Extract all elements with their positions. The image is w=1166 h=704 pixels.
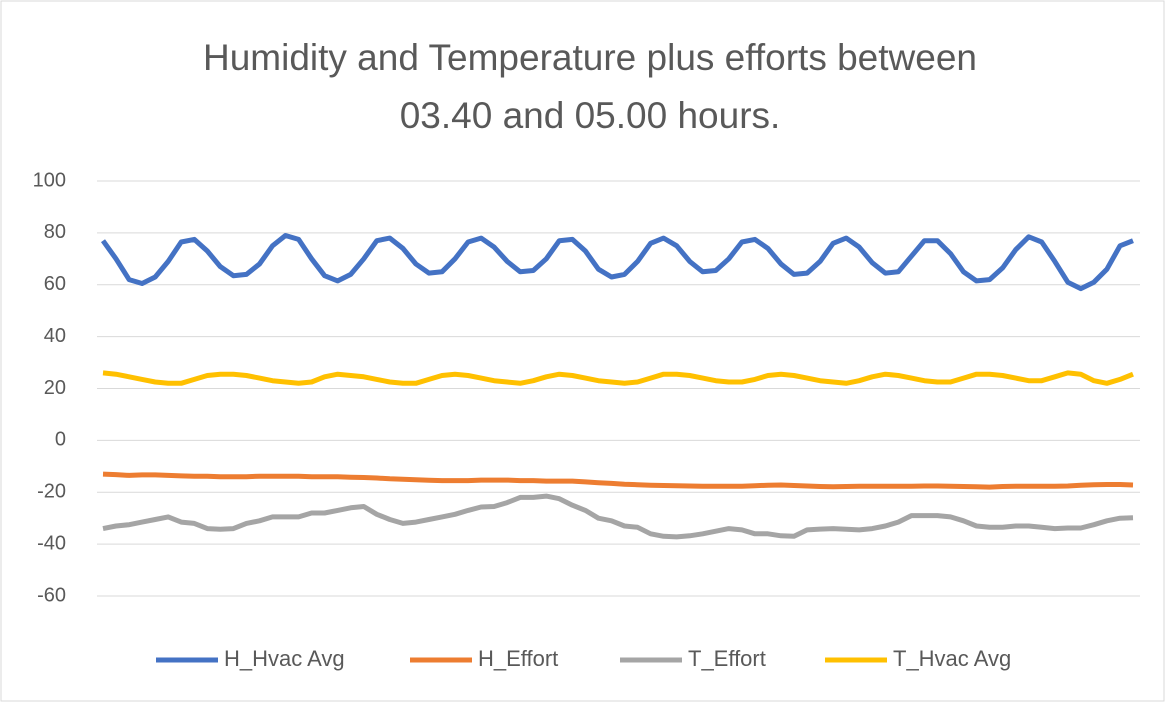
y-tick-label: 40 xyxy=(44,325,66,347)
y-tick-label: 60 xyxy=(44,273,66,295)
y-tick-label: -20 xyxy=(37,481,66,503)
series-line xyxy=(100,233,1134,292)
chart-title: Humidity and Temperature plus efforts be… xyxy=(203,37,977,78)
legend-label: H_Effort xyxy=(478,646,558,671)
legend-label: T_Effort xyxy=(688,646,766,671)
series-line xyxy=(102,370,1134,386)
chart-title: 03.40 and 05.00 hours. xyxy=(400,95,781,136)
y-tick-label: -40 xyxy=(37,532,66,554)
y-tick-label: 100 xyxy=(33,169,66,191)
y-tick-label: 80 xyxy=(44,221,66,243)
series-line xyxy=(102,471,1134,490)
y-tick-label: 0 xyxy=(55,429,66,451)
legend-label: H_Hvac Avg xyxy=(224,646,345,671)
y-tick-label: 20 xyxy=(44,377,66,399)
y-tick-label: -60 xyxy=(37,584,66,606)
legend-label: T_Hvac Avg xyxy=(893,646,1011,671)
series-line xyxy=(102,493,1134,540)
